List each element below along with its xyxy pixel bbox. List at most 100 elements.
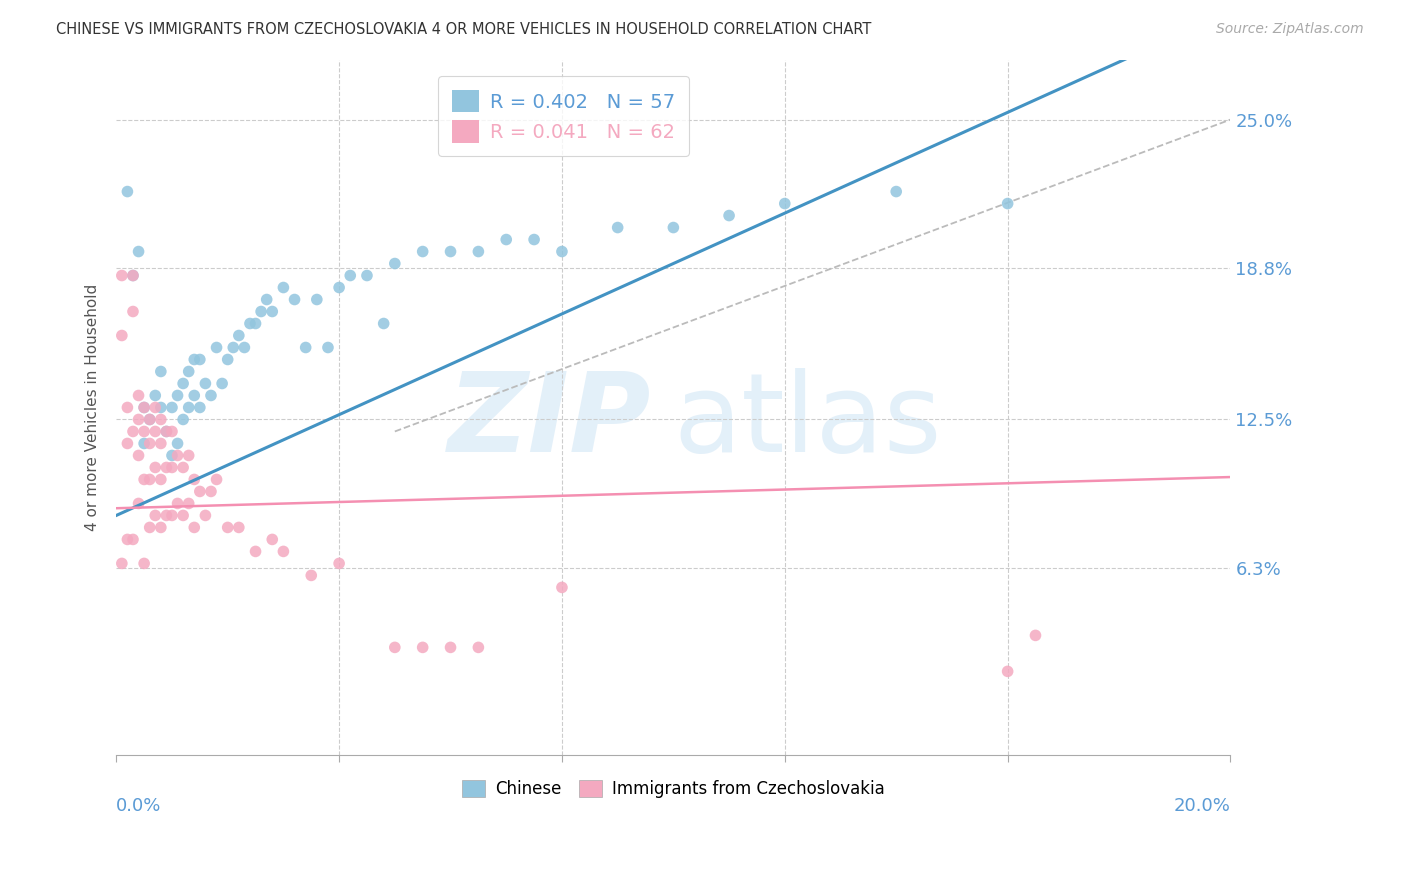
Point [155,425,177,439]
Point [305,293,328,307]
Y-axis label: 4 or more Vehicles in Household: 4 or more Vehicles in Household [86,284,100,531]
Point [194,508,217,523]
Point [128,244,150,259]
Point [467,640,489,655]
Point [155,460,177,475]
Point [117,185,139,199]
Point [299,568,322,582]
Point [718,209,741,223]
Point [177,496,200,510]
Text: 0.0%: 0.0% [117,797,162,815]
Point [384,640,406,655]
Point [160,401,183,415]
Point [138,472,160,486]
Point [205,341,228,355]
Point [194,376,217,391]
Point [294,341,316,355]
Point [172,412,194,426]
Point [273,544,295,558]
Point [128,412,150,426]
Point [228,520,250,534]
Point [328,557,350,571]
Point [222,341,245,355]
Point [283,293,305,307]
Point [245,317,267,331]
Text: CHINESE VS IMMIGRANTS FROM CZECHOSLOVAKIA 4 OR MORE VEHICLES IN HOUSEHOLD CORREL: CHINESE VS IMMIGRANTS FROM CZECHOSLOVAKI… [56,22,872,37]
Point [551,581,574,595]
Point [495,233,517,247]
Point [773,196,796,211]
Point [356,268,378,283]
Point [172,376,194,391]
Point [160,449,183,463]
Point [884,185,907,199]
Point [138,436,160,450]
Point [122,533,145,547]
Point [134,401,156,415]
Point [128,496,150,510]
Text: Source: ZipAtlas.com: Source: ZipAtlas.com [1216,22,1364,37]
Point [339,268,361,283]
Point [177,401,200,415]
Point [262,304,284,318]
Point [122,268,145,283]
Point [160,425,183,439]
Point [134,425,156,439]
Legend: Chinese, Immigrants from Czechoslovakia: Chinese, Immigrants from Czechoslovakia [454,772,893,806]
Point [166,449,188,463]
Point [273,280,295,294]
Point [662,220,685,235]
Point [149,401,172,415]
Point [233,341,256,355]
Point [166,388,188,402]
Point [117,436,139,450]
Point [134,436,156,450]
Point [183,388,205,402]
Point [245,544,267,558]
Point [183,352,205,367]
Point [262,533,284,547]
Point [160,460,183,475]
Point [111,268,134,283]
Point [155,508,177,523]
Point [177,364,200,378]
Point [149,364,172,378]
Point [166,436,188,450]
Point [551,244,574,259]
Point [117,401,139,415]
Point [143,388,166,402]
Point [1024,628,1046,642]
Point [439,640,461,655]
Point [134,557,156,571]
Text: ZIP: ZIP [447,368,651,475]
Point [122,268,145,283]
Point [149,412,172,426]
Point [523,233,546,247]
Point [134,401,156,415]
Point [155,425,177,439]
Point [997,665,1019,679]
Point [439,244,461,259]
Point [412,244,434,259]
Text: atlas: atlas [673,368,942,475]
Point [143,401,166,415]
Point [143,460,166,475]
Point [316,341,339,355]
Point [200,484,222,499]
Text: 20.0%: 20.0% [1174,797,1230,815]
Point [328,280,350,294]
Point [160,508,183,523]
Point [138,412,160,426]
Point [250,304,273,318]
Point [183,472,205,486]
Point [138,520,160,534]
Point [228,328,250,343]
Point [188,352,211,367]
Point [149,520,172,534]
Point [217,352,239,367]
Point [149,436,172,450]
Point [217,520,239,534]
Point [128,449,150,463]
Point [188,401,211,415]
Point [239,317,262,331]
